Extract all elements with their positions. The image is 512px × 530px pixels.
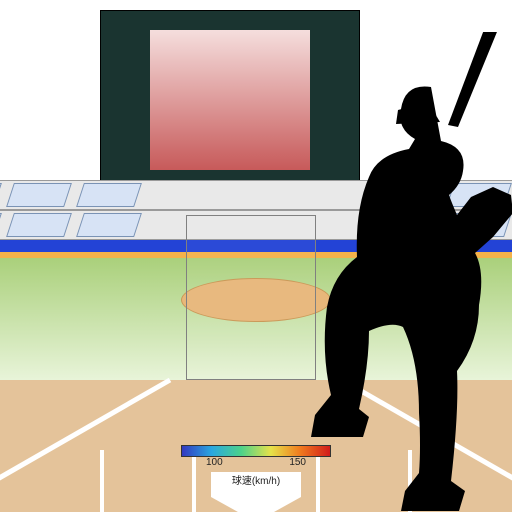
speed-legend-tick: 100 (206, 457, 223, 468)
strike-zone (186, 215, 316, 380)
batter-silhouette (300, 32, 512, 512)
